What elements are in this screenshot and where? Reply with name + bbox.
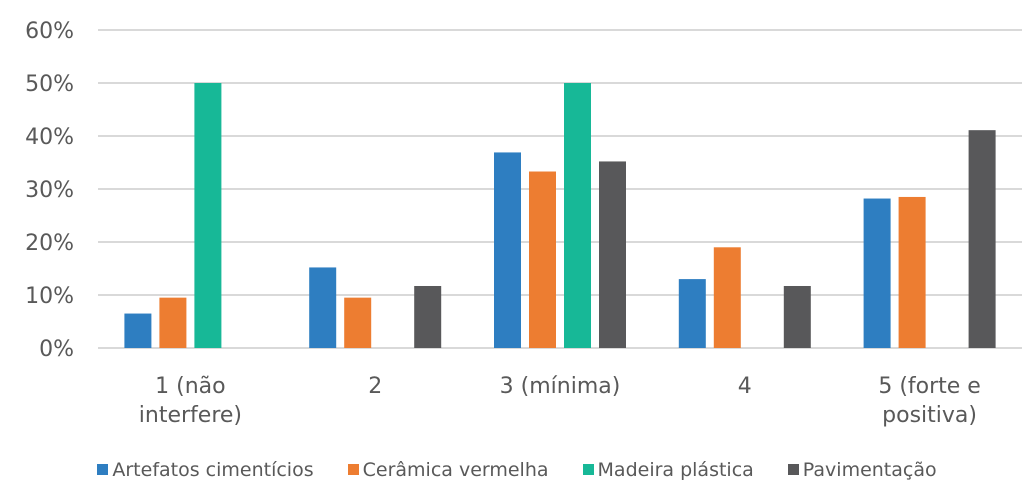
y-tick-label: 10% (25, 284, 74, 309)
x-tick-label: 3 (mínima) (500, 374, 621, 399)
legend-item: Cerâmica vermelha (347, 458, 549, 481)
legend-item: Madeira plástica (582, 458, 754, 481)
y-axis-ticks: 0% 10% 20% 30% 40% 50% 60% (25, 19, 74, 362)
bar (494, 152, 521, 348)
x-tick-label: 4 (738, 374, 752, 399)
y-tick-label: 30% (25, 178, 74, 203)
bar (194, 83, 222, 348)
bar (529, 171, 556, 348)
bar (968, 130, 996, 348)
bars (124, 83, 996, 348)
x-tick-label: 1 (não interfere) (139, 374, 242, 428)
bar (159, 297, 187, 348)
bar (678, 279, 706, 348)
legend-item: Pavimentação (787, 458, 937, 481)
y-tick-label: 40% (25, 125, 74, 150)
legend-swatch (582, 464, 594, 475)
legend-swatch (97, 464, 109, 475)
legend-label: Cerâmica vermelha (362, 458, 549, 481)
y-tick-label: 50% (25, 72, 74, 97)
legend-label: Madeira plástica (597, 458, 754, 481)
bar (414, 285, 442, 348)
bar (898, 196, 926, 348)
legend: Artefatos cimentícios Cerâmica vermelha Ma… (0, 456, 1034, 483)
legend-item: Artefatos cimentícios (97, 458, 314, 481)
legend-label: Artefatos cimentícios (112, 458, 314, 481)
bar (309, 267, 337, 348)
bar (713, 247, 741, 348)
legend-swatch (787, 464, 799, 475)
x-tick-label: 2 (368, 374, 382, 399)
gridlines (98, 29, 1022, 349)
x-axis-ticks: 1 (não interfere) 2 3 (mínima) 4 5 (forte e po… (139, 374, 981, 428)
y-tick-label: 60% (25, 19, 74, 44)
bar (783, 285, 811, 348)
y-tick-label: 0% (39, 337, 74, 362)
bar (124, 313, 152, 348)
bar (599, 161, 626, 348)
legend-swatch (347, 464, 359, 475)
bar (344, 297, 372, 348)
y-tick-label: 20% (25, 231, 74, 256)
x-tick-label: 5 (forte e positiva) (878, 374, 981, 428)
bar (564, 83, 591, 348)
bar (863, 198, 891, 348)
legend-label: Pavimentação (802, 458, 937, 481)
